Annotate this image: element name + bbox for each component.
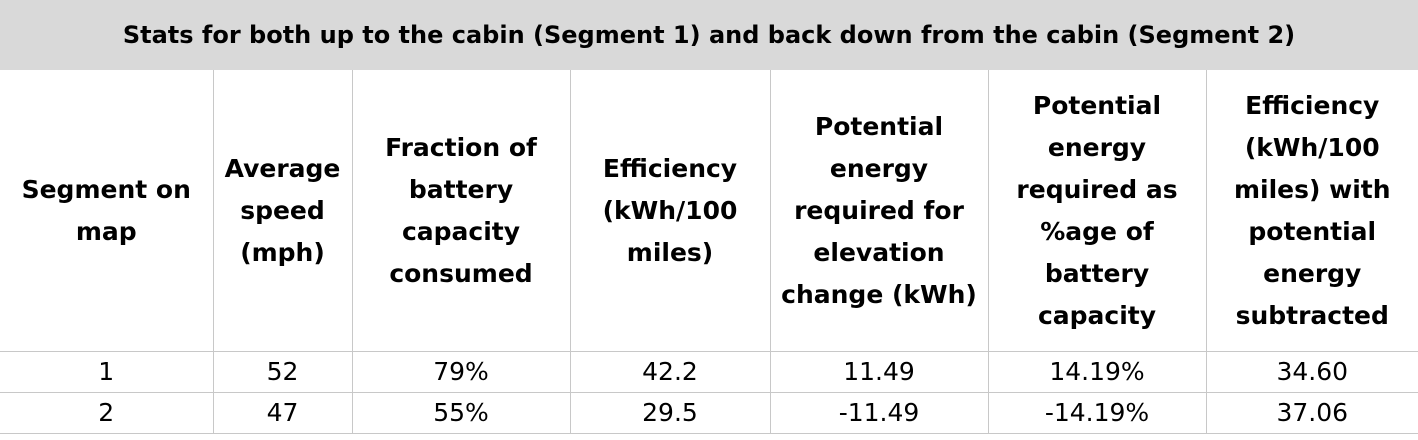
header-potential-energy[interactable]: Potential energy required for elevation … xyxy=(769,70,989,352)
cell-potential-energy[interactable]: -11.49 xyxy=(769,392,989,434)
cell-average-speed[interactable]: 47 xyxy=(212,392,353,434)
header-potential-energy-pct[interactable]: Potential energy required as %age of bat… xyxy=(987,70,1207,352)
cell-adjusted-efficiency[interactable]: 37.06 xyxy=(1205,392,1418,434)
header-adjusted-efficiency[interactable]: Efficiency (kWh/100 miles) with potentia… xyxy=(1205,70,1418,352)
cell-segment[interactable]: 1 xyxy=(0,351,214,393)
cell-adjusted-efficiency[interactable]: 34.60 xyxy=(1205,351,1418,393)
cell-potential-energy[interactable]: 11.49 xyxy=(769,351,989,393)
header-average-speed[interactable]: Average speed (mph) xyxy=(212,70,353,352)
stats-table: Segment on map Average speed (mph) Fract… xyxy=(0,70,1418,434)
cell-battery-fraction[interactable]: 55% xyxy=(351,392,571,434)
table-row: 2 47 55% 29.5 -11.49 -14.19% 37.06 xyxy=(0,392,1418,434)
cell-battery-fraction[interactable]: 79% xyxy=(351,351,571,393)
header-row: Segment on map Average speed (mph) Fract… xyxy=(0,70,1418,352)
header-efficiency[interactable]: Efficiency (kWh/100 miles) xyxy=(569,70,771,352)
cell-segment[interactable]: 2 xyxy=(0,392,214,434)
header-segment[interactable]: Segment on map xyxy=(0,70,214,352)
header-battery-fraction[interactable]: Fraction of battery capacity consumed xyxy=(351,70,571,352)
cell-average-speed[interactable]: 52 xyxy=(212,351,353,393)
cell-potential-energy-pct[interactable]: -14.19% xyxy=(987,392,1207,434)
table-title: Stats for both up to the cabin (Segment … xyxy=(0,0,1418,70)
cell-efficiency[interactable]: 29.5 xyxy=(569,392,771,434)
table-row: 1 52 79% 42.2 11.49 14.19% 34.60 xyxy=(0,351,1418,393)
cell-efficiency[interactable]: 42.2 xyxy=(569,351,771,393)
cell-potential-energy-pct[interactable]: 14.19% xyxy=(987,351,1207,393)
